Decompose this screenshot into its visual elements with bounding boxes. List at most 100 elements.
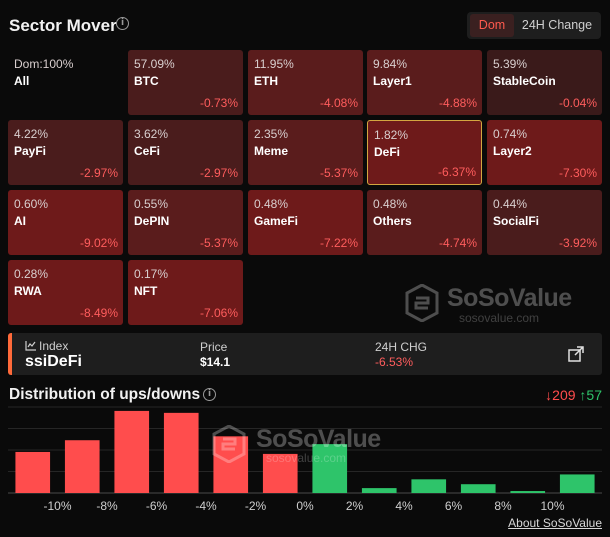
tile-dominance: 5.39% <box>493 57 528 71</box>
tile-name: RWA <box>14 284 42 298</box>
tile-name: PayFi <box>14 144 47 158</box>
sector-tile-payfi[interactable]: 4.22% PayFi -2.97% <box>8 120 123 185</box>
distribution-bar[interactable] <box>213 436 249 493</box>
sector-tile-ai[interactable]: 0.60% AI -9.02% <box>8 190 123 255</box>
tile-change: -2.97% <box>79 166 118 180</box>
sector-tile-meme[interactable]: 2.35% Meme -5.37% <box>248 120 363 185</box>
header: Sector Mover i Dom 24H Change <box>0 0 610 50</box>
page-title: Sector Mover <box>9 16 117 35</box>
sector-tile-nft[interactable]: 0.17% NFT -7.06% <box>128 260 243 325</box>
distribution-bar[interactable] <box>64 440 100 493</box>
tile-name: NFT <box>134 284 158 298</box>
x-tick-label: -10% <box>43 499 71 513</box>
x-tick-label: 0% <box>296 499 314 513</box>
x-tick-label: 10% <box>540 499 564 513</box>
sector-tile-layer2[interactable]: 0.74% Layer2 -7.30% <box>487 120 602 185</box>
watermark-domain: sosovalue.com <box>459 311 540 325</box>
info-icon[interactable]: i <box>116 17 129 30</box>
sector-tile-btc[interactable]: 57.09% BTC -0.73% <box>128 50 243 115</box>
distribution-bar[interactable] <box>510 491 546 493</box>
tile-change: -5.37% <box>199 236 238 250</box>
tile-name: DePIN <box>134 214 170 228</box>
distribution-bar[interactable] <box>15 451 51 493</box>
up-count: 57 <box>586 387 602 403</box>
x-tick-label: 6% <box>445 499 463 513</box>
tile-change: -7.30% <box>558 166 597 180</box>
tile-dominance: 0.28% <box>14 267 49 281</box>
sector-tile-eth[interactable]: 11.95% ETH -4.08% <box>248 50 363 115</box>
tile-change: -4.74% <box>438 236 477 250</box>
metric-toggle: Dom 24H Change <box>467 12 601 39</box>
price-value: $14.1 <box>200 355 231 369</box>
external-link-icon[interactable] <box>566 344 586 364</box>
x-tick-label: -6% <box>146 499 168 513</box>
tile-dominance: 1.82% <box>374 128 409 142</box>
tile-dominance: 0.48% <box>254 197 289 211</box>
sosovalue-logo-icon <box>405 284 439 322</box>
sector-tile-socialfi[interactable]: 0.44% SocialFi -3.92% <box>487 190 602 255</box>
sector-tile-layer1[interactable]: 9.84% Layer1 -4.88% <box>367 50 482 115</box>
down-arrow-icon: ↓ <box>545 387 553 403</box>
tile-change: -4.88% <box>438 96 477 110</box>
x-tick-label: 2% <box>346 499 364 513</box>
distribution-chart: -10% -8% -6% -4% -2% 0% 2% 4% 6% 8% 10% <box>8 406 602 513</box>
tile-dominance: 3.62% <box>134 127 169 141</box>
distribution-bar[interactable] <box>262 453 298 493</box>
tile-change: -6.37% <box>437 165 476 179</box>
distribution-bar[interactable] <box>163 412 199 493</box>
distribution-bar[interactable] <box>559 474 595 493</box>
tile-name: DeFi <box>374 145 401 159</box>
tile-dominance: 9.84% <box>373 57 408 71</box>
tile-name: ETH <box>254 74 278 88</box>
index-bar[interactable]: Index ssiDeFi Price $14.1 24H CHG -6.53% <box>8 333 602 375</box>
tile-dominance: 0.44% <box>493 197 528 211</box>
tile-name: BTC <box>134 74 159 88</box>
distribution-bar[interactable] <box>411 479 447 493</box>
sector-tile-stablecoin[interactable]: 5.39% StableCoin -0.04% <box>487 50 602 115</box>
tile-change: -0.73% <box>199 96 238 110</box>
change-label: 24H CHG <box>375 340 428 354</box>
toggle-dom[interactable]: Dom <box>470 14 514 37</box>
sector-tile-defi[interactable]: 1.82% DeFi -6.37% <box>367 120 482 185</box>
tile-change: -5.37% <box>319 166 358 180</box>
sector-tile-all[interactable]: Dom:100% All <box>8 50 123 115</box>
index-label-text: Index <box>39 339 69 353</box>
x-tick-label: 4% <box>395 499 413 513</box>
distribution-title: Distribution of ups/downs <box>9 386 201 403</box>
tile-change: -7.06% <box>199 306 238 320</box>
distribution-info-icon[interactable]: i <box>203 388 216 401</box>
tile-change: -0.04% <box>558 96 597 110</box>
sector-tile-depin[interactable]: 0.55% DePIN -5.37% <box>128 190 243 255</box>
tile-change: -8.49% <box>79 306 118 320</box>
tile-change: -9.02% <box>79 236 118 250</box>
x-tick-label: -4% <box>195 499 217 513</box>
tile-name: Layer2 <box>493 144 532 158</box>
x-tick-label: 8% <box>494 499 512 513</box>
sector-tile-gamefi[interactable]: 0.48% GameFi -7.22% <box>248 190 363 255</box>
chart-line-icon <box>25 341 36 351</box>
x-tick-label: -8% <box>96 499 118 513</box>
about-link[interactable]: About SoSoValue <box>508 516 602 530</box>
toggle-24h-change[interactable]: 24H Change <box>521 18 593 32</box>
sector-tile-cefi[interactable]: 3.62% CeFi -2.97% <box>128 120 243 185</box>
sector-tile-others[interactable]: 0.48% Others -4.74% <box>367 190 482 255</box>
tile-name: StableCoin <box>493 74 556 88</box>
index-accent <box>8 333 12 375</box>
tile-dominance: 0.17% <box>134 267 169 281</box>
tile-dominance: Dom:100% <box>14 57 74 71</box>
index-label: Index <box>25 339 68 353</box>
sector-tile-rwa[interactable]: 0.28% RWA -8.49% <box>8 260 123 325</box>
tile-name: CeFi <box>134 144 161 158</box>
tile-dominance: 0.55% <box>134 197 169 211</box>
distribution-bar[interactable] <box>361 488 397 493</box>
distribution-bar[interactable] <box>114 410 150 493</box>
updown-counts: ↓209 ↑57 <box>545 387 602 403</box>
tile-name: Others <box>373 214 412 228</box>
distribution-bar[interactable] <box>460 484 496 493</box>
tile-name: All <box>14 74 30 88</box>
distribution-bar[interactable] <box>312 444 348 493</box>
tile-change: -7.22% <box>319 236 358 250</box>
price-label: Price <box>200 340 228 354</box>
down-count: 209 <box>552 387 576 403</box>
tile-change: -3.92% <box>558 236 597 250</box>
